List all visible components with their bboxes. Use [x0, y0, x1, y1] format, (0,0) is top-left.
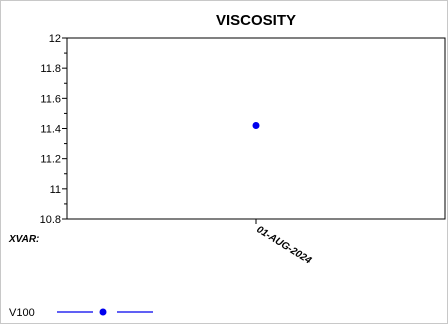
data-point	[252, 121, 260, 129]
y-tick-label: 11.6	[40, 93, 61, 105]
y-axis: 12 11.8 11.6 11.4 11.2 11 10.8	[40, 33, 67, 226]
y-tick-label: 11.4	[40, 124, 61, 136]
y-tick-label: 10.8	[40, 214, 61, 226]
x-axis-label: XVAR:	[8, 234, 39, 245]
legend-marker	[99, 308, 107, 316]
y-tick-label: 12	[49, 33, 61, 45]
legend: V100	[9, 307, 153, 319]
legend-label: V100	[9, 307, 35, 319]
x-tick-label: 01-AUG-2024	[254, 224, 313, 267]
x-axis: 01-AUG-2024	[254, 219, 313, 267]
y-tick-label: 11	[50, 184, 61, 196]
data-points	[252, 121, 260, 129]
y-tick-label: 11.2	[40, 154, 61, 166]
y-tick-label: 11.8	[40, 63, 61, 75]
chart-title: VISCOSITY	[216, 12, 296, 29]
